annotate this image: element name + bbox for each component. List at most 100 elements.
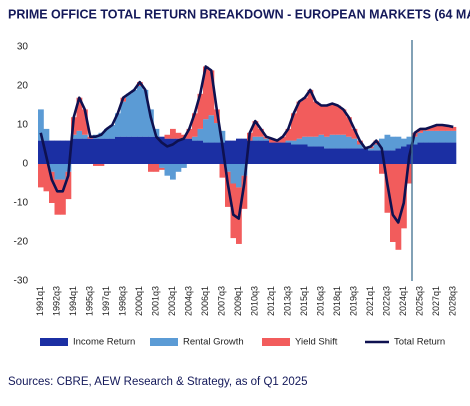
bar (65, 171, 72, 200)
bar (214, 123, 220, 143)
bar (263, 138, 270, 141)
bar (357, 148, 363, 164)
bar (285, 140, 292, 143)
bar (307, 89, 314, 137)
bar (351, 138, 358, 149)
bar (302, 144, 308, 164)
bar (450, 130, 457, 143)
bar (269, 138, 275, 143)
bar (43, 164, 50, 192)
bar (252, 121, 259, 137)
x-tick-label: 2001q3 (151, 286, 161, 316)
x-tick-label: 2025q3 (415, 286, 425, 316)
bar (71, 138, 77, 164)
bar (82, 109, 88, 135)
bar (54, 164, 61, 180)
bar (395, 136, 402, 149)
bar (368, 150, 374, 164)
bar (142, 89, 149, 137)
bar (357, 144, 363, 149)
y-tick-label: 20 (17, 81, 29, 92)
legend-swatch (262, 338, 290, 346)
bar (236, 164, 242, 188)
bar (208, 142, 215, 164)
chart-title: PRIME OFFICE TOTAL RETURN BREAKDOWN - EU… (8, 7, 470, 21)
bar (164, 138, 171, 164)
x-tick-label: 2028q3 (448, 286, 458, 316)
bar (346, 117, 352, 137)
bar (450, 142, 457, 164)
x-tick-label: 2015q1 (299, 286, 309, 316)
bar (340, 134, 347, 149)
bar (346, 148, 352, 164)
bar (434, 125, 440, 131)
bar (219, 164, 226, 178)
line (39, 65, 454, 224)
bar (280, 142, 286, 164)
bar (417, 132, 424, 143)
bar (302, 136, 308, 145)
bar (49, 140, 55, 164)
x-tick-label: 1998q3 (118, 286, 128, 316)
x-tick-label: 2016q3 (316, 286, 326, 316)
bar (214, 142, 220, 164)
bar (60, 164, 66, 180)
bar (395, 148, 402, 164)
bar (296, 138, 303, 145)
x-tick-label: 2004q3 (184, 286, 194, 316)
bar (401, 146, 407, 164)
bar (241, 164, 248, 176)
bar (412, 144, 418, 164)
x-tick-label: 1991q1 (35, 286, 45, 316)
bar (313, 136, 319, 147)
bar (38, 140, 44, 164)
x-tick-label: 2009q1 (233, 286, 243, 316)
bar (98, 138, 105, 164)
x-tick-label: 2019q3 (349, 286, 359, 316)
bar (417, 142, 424, 164)
x-tick-label: 2022q3 (382, 286, 392, 316)
bar (329, 103, 336, 135)
bar (329, 148, 336, 164)
bar (98, 164, 105, 166)
bar (76, 138, 83, 164)
bar (60, 179, 66, 215)
bar (318, 134, 325, 147)
bar (54, 140, 61, 164)
bar (373, 144, 380, 151)
bar (192, 113, 198, 137)
bar (412, 136, 418, 145)
bar (318, 146, 325, 164)
bar (324, 136, 330, 149)
bar (434, 142, 440, 164)
bar (115, 113, 121, 137)
bar (104, 138, 110, 164)
bar (175, 138, 182, 164)
bar (71, 134, 77, 139)
bar (131, 136, 138, 164)
bar (208, 70, 215, 116)
legend-label: Total Return (394, 337, 445, 348)
bar (93, 164, 99, 166)
bar (82, 134, 88, 139)
bar (296, 101, 303, 139)
bar (181, 138, 187, 164)
bar (49, 171, 55, 203)
bar (368, 148, 374, 151)
bar (120, 101, 127, 137)
bar (153, 136, 160, 164)
bar (208, 115, 215, 143)
bar (109, 125, 116, 139)
x-tick-label: 1994q1 (68, 286, 78, 316)
bar (60, 140, 66, 164)
bar (417, 128, 424, 133)
bar (390, 136, 396, 151)
bar (76, 97, 83, 131)
x-tick-label: 2003q1 (167, 286, 177, 316)
bar (384, 150, 391, 164)
bar (126, 93, 132, 137)
bar (445, 142, 451, 164)
x-tick-label: 2027q1 (431, 286, 441, 316)
bar (406, 136, 413, 145)
